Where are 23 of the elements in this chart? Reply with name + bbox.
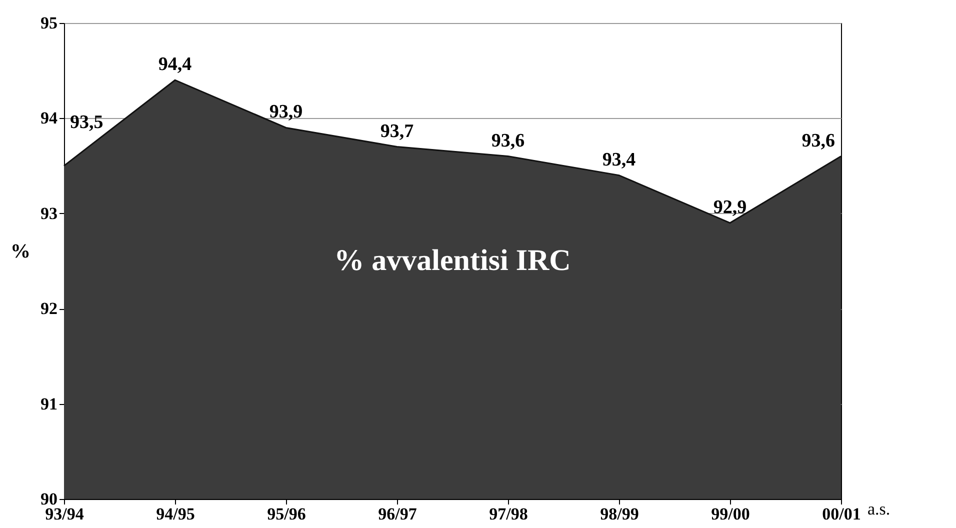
x-tick-label: 99/00 xyxy=(711,504,750,524)
x-tick-label: 96/97 xyxy=(378,504,418,524)
x-tick-label: 95/96 xyxy=(267,504,306,524)
y-tick-label: 91 xyxy=(40,394,58,414)
data-label: 93,7 xyxy=(380,120,414,142)
y-tick-label: 93 xyxy=(40,204,58,223)
data-label: 93,4 xyxy=(602,149,636,170)
data-label: 92,9 xyxy=(713,196,747,218)
data-label: 93,6 xyxy=(491,130,525,152)
y-tick-label: 92 xyxy=(40,299,58,318)
x-tick-label: 94/95 xyxy=(156,504,195,524)
y-tick-label: 94 xyxy=(40,108,58,128)
x-tick-label: 00/01 xyxy=(822,504,861,524)
data-label: 93,9 xyxy=(269,102,303,123)
y-axis-title: % xyxy=(10,240,30,262)
y-tick-label: 95 xyxy=(40,14,58,32)
x-axis-title: a.s. xyxy=(868,500,890,518)
x-tick-label: 98/99 xyxy=(600,504,639,524)
annotation: % avvalentisi IRC xyxy=(334,244,571,277)
data-label: 93,6 xyxy=(802,130,835,152)
x-tick-label: 97/98 xyxy=(489,504,528,524)
data-label: 93,5 xyxy=(70,112,104,133)
data-label: 94,4 xyxy=(158,54,192,76)
